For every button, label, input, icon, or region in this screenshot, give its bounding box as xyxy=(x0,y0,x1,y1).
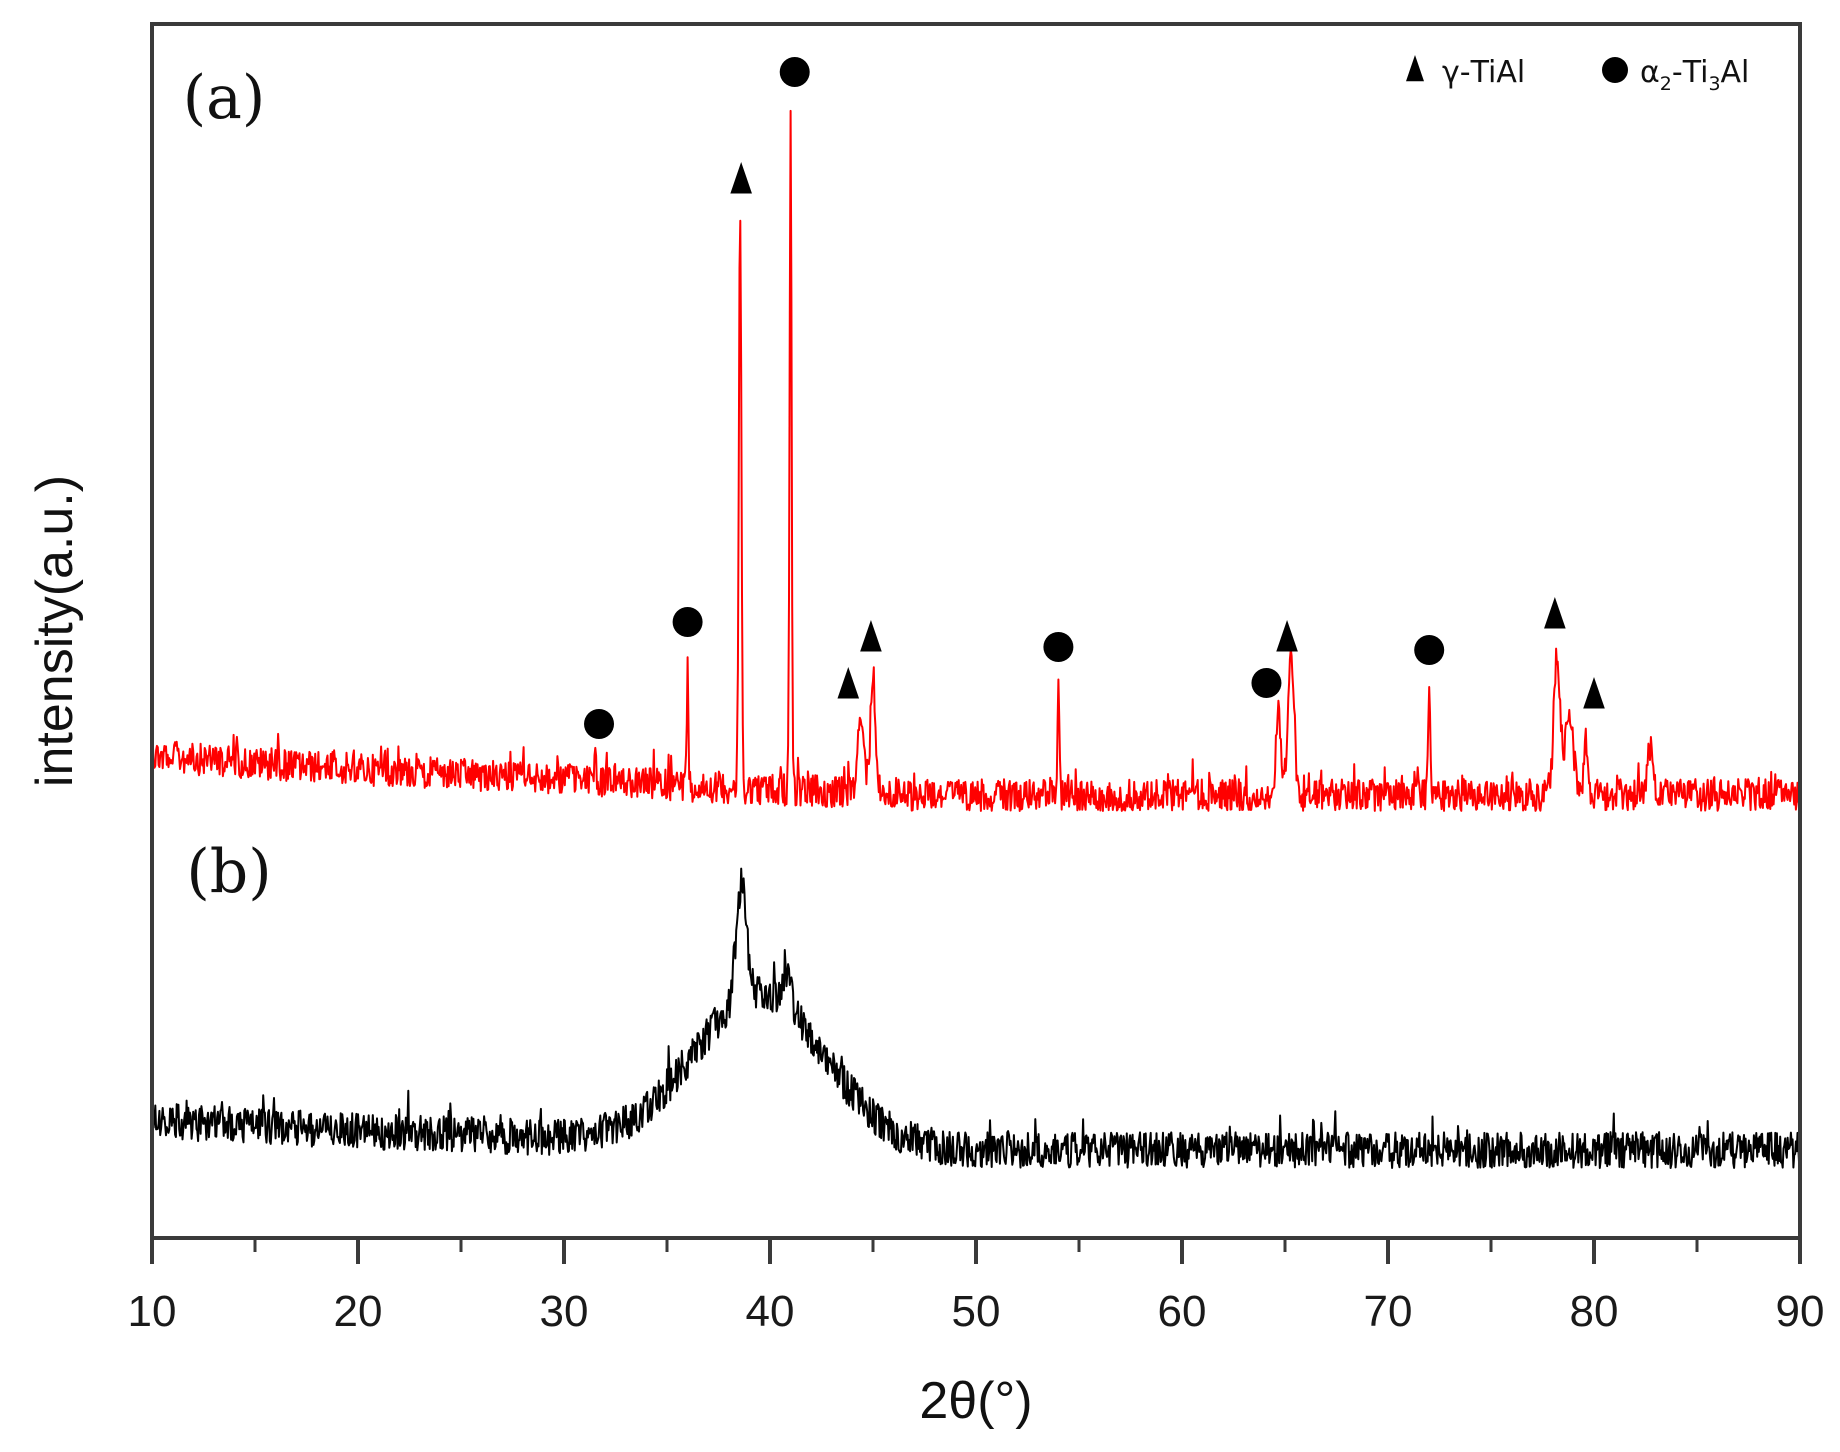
legend-sub-2: 2 xyxy=(1660,73,1672,95)
legend-sub-3: 3 xyxy=(1708,73,1720,95)
x-tick-label: 70 xyxy=(1364,1287,1413,1336)
triangle-marker-icon xyxy=(1406,55,1424,82)
x-tick-label: 90 xyxy=(1776,1287,1825,1336)
legend-ti: -Ti xyxy=(1672,55,1709,90)
x-tick-label: 60 xyxy=(1158,1287,1207,1336)
x-tick-label: 80 xyxy=(1570,1287,1619,1336)
plot-traces xyxy=(151,109,1801,1169)
circle-marker-icon xyxy=(672,607,703,637)
triangle-marker-icon xyxy=(1583,677,1605,709)
legend-label-gamma-tial: γ-TiAl xyxy=(1442,55,1525,90)
legend-alpha: α xyxy=(1640,55,1660,90)
series-b-line xyxy=(151,867,1801,1169)
circle-marker-icon xyxy=(1414,635,1445,665)
legend: γ-TiAl α2-Ti3Al xyxy=(1406,55,1749,95)
plot-axes: 10 20 30 40 50 60 70 80 90 xyxy=(128,22,1825,1336)
legend-label-alpha2-ti3al: α2-Ti3Al xyxy=(1640,55,1749,95)
triangle-marker-icon xyxy=(860,620,882,652)
x-axis-title: 2θ(°) xyxy=(919,1372,1032,1430)
x-tick-label: 20 xyxy=(334,1287,383,1336)
y-axis-title: intensity(a.u.) xyxy=(26,475,84,787)
x-tick-label: 10 xyxy=(128,1287,177,1336)
triangle-marker-icon xyxy=(1276,620,1298,652)
series-a-line xyxy=(151,109,1801,812)
x-axis-tick-labels: 10 20 30 40 50 60 70 80 90 xyxy=(128,1287,1825,1336)
x-tick-label: 30 xyxy=(540,1287,589,1336)
panel-label-a: (a) xyxy=(183,63,266,133)
phase-markers xyxy=(584,57,1605,739)
triangle-marker-icon xyxy=(837,667,860,699)
legend-al: Al xyxy=(1721,55,1750,90)
circle-marker-icon xyxy=(1251,668,1282,698)
triangle-marker-icon xyxy=(1544,597,1566,629)
x-axis-ticks xyxy=(150,1238,1802,1264)
circle-marker-icon xyxy=(1043,632,1074,662)
circle-marker-icon xyxy=(1602,57,1628,83)
x-tick-label: 50 xyxy=(952,1287,1001,1336)
circle-marker-icon xyxy=(779,57,810,87)
x-tick-label: 40 xyxy=(746,1287,795,1336)
circle-marker-icon xyxy=(584,709,615,739)
triangle-marker-icon xyxy=(730,162,752,194)
panel-label-b: (b) xyxy=(186,837,271,907)
